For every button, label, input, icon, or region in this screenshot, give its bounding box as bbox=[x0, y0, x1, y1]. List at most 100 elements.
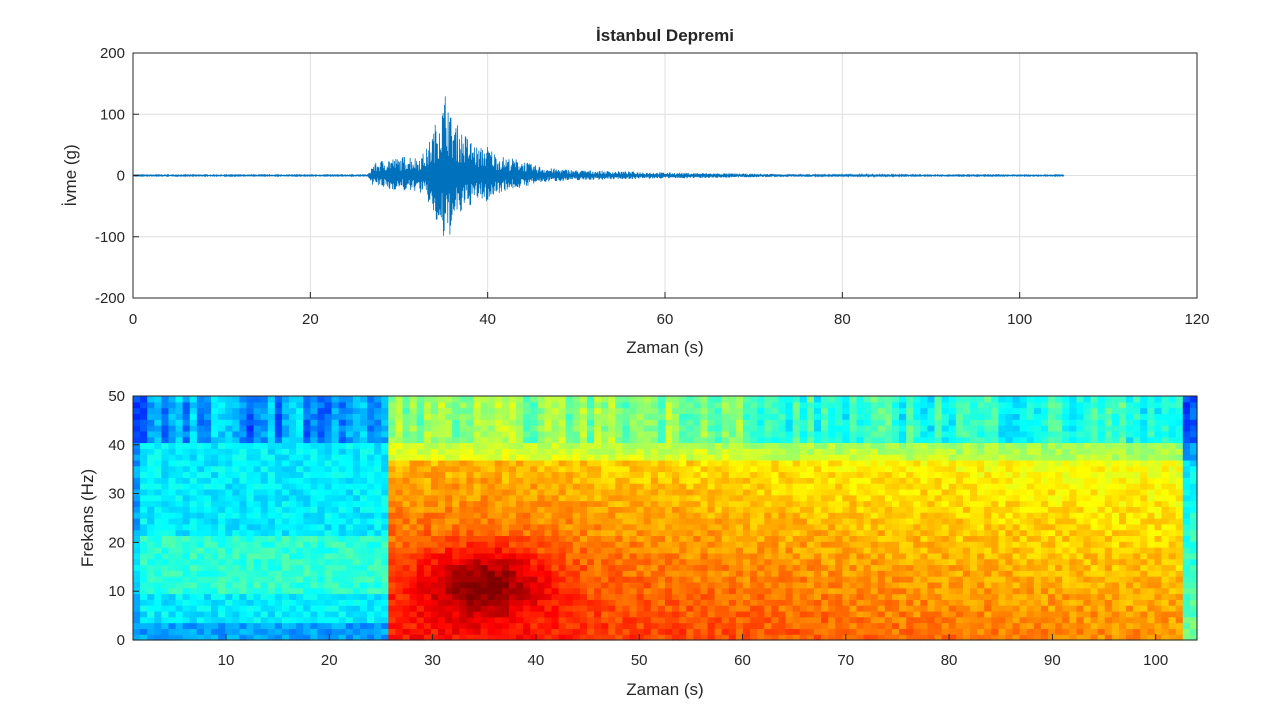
spectrogram-cell bbox=[161, 610, 170, 618]
spectrogram-cell bbox=[338, 581, 347, 589]
spectrogram-cell bbox=[487, 622, 496, 629]
spectrogram-cell bbox=[622, 564, 631, 571]
spectrogram-cell bbox=[821, 419, 829, 426]
spectrogram-cell bbox=[806, 494, 815, 502]
spectrogram-cell bbox=[154, 593, 162, 600]
spectrogram-cell bbox=[367, 518, 375, 525]
spectrogram-cell bbox=[622, 477, 631, 484]
spectrogram-cell bbox=[785, 593, 794, 600]
spectrogram-cell bbox=[594, 610, 602, 618]
spectrogram-cell bbox=[537, 593, 546, 600]
spectrogram-cell bbox=[218, 535, 226, 542]
spectrogram-cell bbox=[877, 396, 886, 403]
spectrogram-cell bbox=[168, 599, 177, 606]
spectrogram-cell bbox=[508, 518, 517, 525]
spectrogram-cell bbox=[452, 500, 460, 507]
spectrogram-cell bbox=[501, 442, 510, 449]
spectrogram-cell bbox=[842, 610, 851, 618]
spectrogram-cell bbox=[863, 529, 872, 537]
spectrogram-cell bbox=[955, 529, 964, 537]
spectrogram-cell bbox=[821, 558, 829, 566]
spectrogram-cell bbox=[260, 471, 269, 478]
spectrogram-cell bbox=[232, 477, 240, 484]
spectrogram-cell bbox=[359, 448, 368, 455]
spectrogram-cell bbox=[672, 425, 680, 432]
spectrogram-cell bbox=[154, 541, 162, 548]
spectrogram-cell bbox=[579, 552, 588, 560]
spectrogram-cell bbox=[395, 454, 404, 461]
spectrogram-cell bbox=[494, 581, 503, 589]
spectrogram-cell bbox=[239, 576, 248, 583]
spectrogram-cell bbox=[537, 541, 546, 548]
spectrogram-cell bbox=[423, 448, 432, 455]
spectrogram-cell bbox=[218, 425, 226, 432]
spectrogram-cell bbox=[877, 622, 886, 629]
spectrogram-cell bbox=[345, 483, 354, 490]
spectrogram-cell bbox=[395, 396, 404, 403]
spectrogram-cell bbox=[352, 581, 361, 589]
spectrogram-cell bbox=[821, 610, 829, 618]
spectrogram-cell bbox=[388, 523, 397, 531]
spectrogram-cell bbox=[941, 605, 950, 612]
spectrogram-cell bbox=[863, 413, 872, 420]
spectrogram-cell bbox=[211, 547, 219, 554]
spectrogram-cell bbox=[913, 616, 921, 624]
spectrogram-cell bbox=[232, 419, 240, 426]
spectrogram-cell bbox=[182, 477, 191, 484]
spectrogram-cell bbox=[636, 448, 645, 455]
spectrogram-cell bbox=[416, 541, 425, 548]
spectrogram-cell bbox=[551, 465, 560, 473]
spectrogram-cell bbox=[494, 558, 503, 566]
spectrogram-cell bbox=[516, 523, 524, 531]
spectrogram-cell bbox=[764, 587, 772, 595]
spectrogram-cell bbox=[381, 425, 389, 432]
spectrogram-cell bbox=[133, 535, 141, 542]
spectrogram-cell bbox=[934, 459, 943, 467]
spectrogram-cell bbox=[927, 581, 936, 589]
spectrogram-cell bbox=[941, 518, 950, 525]
spectrogram-cell bbox=[899, 634, 907, 641]
spectrogram-cell bbox=[962, 552, 971, 560]
spectrogram-cell bbox=[133, 593, 141, 600]
spectrogram-cell bbox=[792, 616, 801, 624]
spectrogram-cell bbox=[806, 419, 815, 426]
spectrogram-cell bbox=[168, 593, 177, 600]
spectrogram-cell bbox=[487, 401, 496, 409]
spectrogram-cell bbox=[877, 552, 886, 560]
spectrogram-cell bbox=[303, 471, 311, 478]
spectrogram-cell bbox=[537, 576, 546, 583]
spectrogram-cell bbox=[636, 535, 645, 542]
spectrogram-cell bbox=[203, 587, 212, 595]
spectrogram-cell bbox=[955, 425, 964, 432]
spectrogram-cell bbox=[615, 628, 624, 635]
spectrogram-cell bbox=[707, 581, 716, 589]
spectrogram-cell bbox=[650, 419, 659, 426]
spectrogram-cell bbox=[728, 610, 737, 618]
spectrogram-cell bbox=[147, 616, 155, 624]
spectrogram-cell bbox=[842, 488, 851, 496]
spectrogram-cell bbox=[750, 488, 758, 496]
spectrogram-cell bbox=[274, 430, 283, 438]
spectrogram-cell bbox=[643, 616, 652, 624]
spectrogram-cell bbox=[948, 471, 957, 478]
spectrogram-cell bbox=[218, 587, 226, 595]
spectrogram-cell bbox=[650, 425, 659, 432]
spectrogram-cell bbox=[253, 616, 262, 624]
spectrogram-cell bbox=[750, 628, 758, 635]
spectrogram-cell bbox=[381, 483, 389, 490]
spectrogram-cell bbox=[785, 459, 794, 467]
spectrogram-cell bbox=[203, 552, 212, 560]
spectrogram-cell bbox=[601, 535, 609, 542]
spectrogram-cell bbox=[792, 558, 801, 566]
spectrogram-cell bbox=[622, 541, 631, 548]
spectrogram-cell bbox=[735, 425, 744, 432]
spectrogram-cell bbox=[955, 610, 964, 618]
spectrogram-cell bbox=[544, 506, 553, 513]
spectrogram-cell bbox=[743, 419, 751, 426]
spectrogram-cell bbox=[331, 576, 340, 583]
spectrogram-cell bbox=[813, 477, 822, 484]
spectrogram-cell bbox=[189, 581, 198, 589]
spectrogram-cell bbox=[586, 465, 595, 473]
spectrogram-cell bbox=[927, 494, 936, 502]
spectrogram-cell bbox=[218, 610, 226, 618]
